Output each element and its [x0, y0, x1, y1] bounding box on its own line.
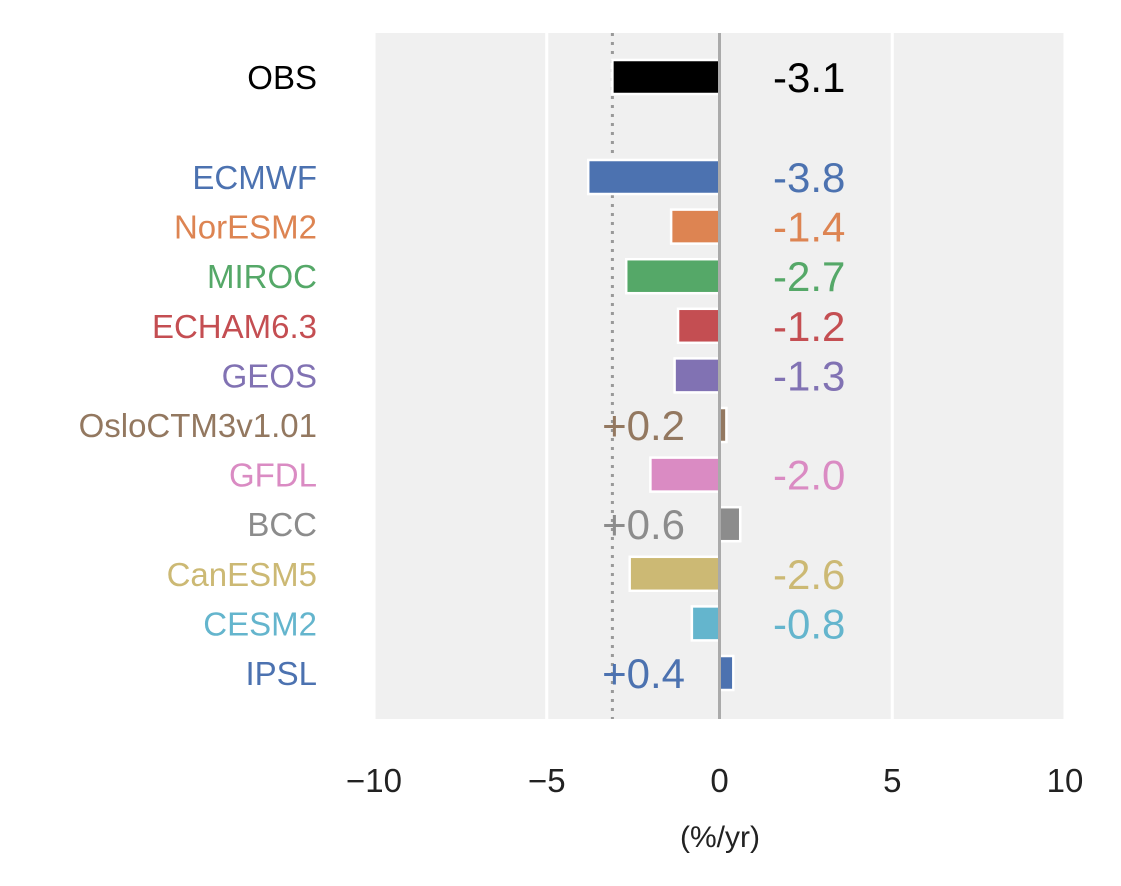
bar-canesm5 [628, 555, 721, 593]
value-label: -1.3 [773, 352, 845, 399]
category-label: ECMWF [192, 159, 317, 196]
category-label: ECHAM6.3 [152, 308, 317, 345]
bar-ipsl [718, 654, 735, 692]
value-label: -3.8 [773, 154, 845, 201]
x-axis-title: (%/yr) [680, 821, 760, 854]
bar-bcc [718, 505, 742, 543]
category-label: IPSL [245, 655, 317, 692]
value-label: -1.2 [773, 303, 845, 350]
category-label: NorESM2 [174, 209, 317, 246]
category-label: BCC [247, 506, 317, 543]
x-tick-label: −10 [346, 762, 402, 799]
category-labels: OBS ECMWF NorESM2 MIROC ECHAM6.3 GEOS OsloCTM3… [79, 59, 317, 692]
bar-geos [673, 357, 721, 394]
x-tick-label: 0 [710, 762, 728, 799]
value-labels: -3.1 -3.8-1.4-2.7-1.2-1.3 +0.2 -2.0 +0.6 -2.6… [602, 54, 845, 697]
bar-ecmwf [586, 158, 721, 196]
category-label: OBS [247, 59, 317, 96]
category-label: GEOS [222, 357, 317, 394]
x-tick-label: 10 [1047, 762, 1084, 799]
x-tick-labels: −10 −5 0 5 10 [346, 762, 1083, 799]
category-label: GFDL [229, 457, 317, 494]
value-label: -3.1 [773, 54, 845, 101]
bar-obs [611, 58, 721, 96]
value-label: -0.8 [773, 600, 845, 647]
x-tick-label: 5 [883, 762, 901, 799]
bar-cesm2 [690, 605, 721, 642]
value-label: -2.0 [773, 452, 845, 499]
bar-gfdl [649, 456, 721, 493]
category-label: OsloCTM3v1.01 [79, 407, 317, 444]
x-tick-label: −5 [528, 762, 566, 799]
category-label: CESM2 [203, 605, 317, 642]
value-label: -1.4 [773, 204, 845, 251]
bar-echam6-3 [676, 307, 721, 345]
grid-lines [372, 33, 1067, 719]
value-label: -2.6 [773, 551, 845, 598]
bars-group [586, 58, 742, 692]
category-label: CanESM5 [167, 556, 317, 593]
value-label: +0.6 [602, 501, 685, 548]
category-label: MIROC [207, 258, 317, 295]
value-label: +0.2 [602, 402, 685, 449]
bar-miroc [624, 257, 721, 295]
value-label: +0.4 [602, 650, 685, 697]
bar-noresm2 [669, 208, 721, 245]
value-label: -2.7 [773, 253, 845, 300]
